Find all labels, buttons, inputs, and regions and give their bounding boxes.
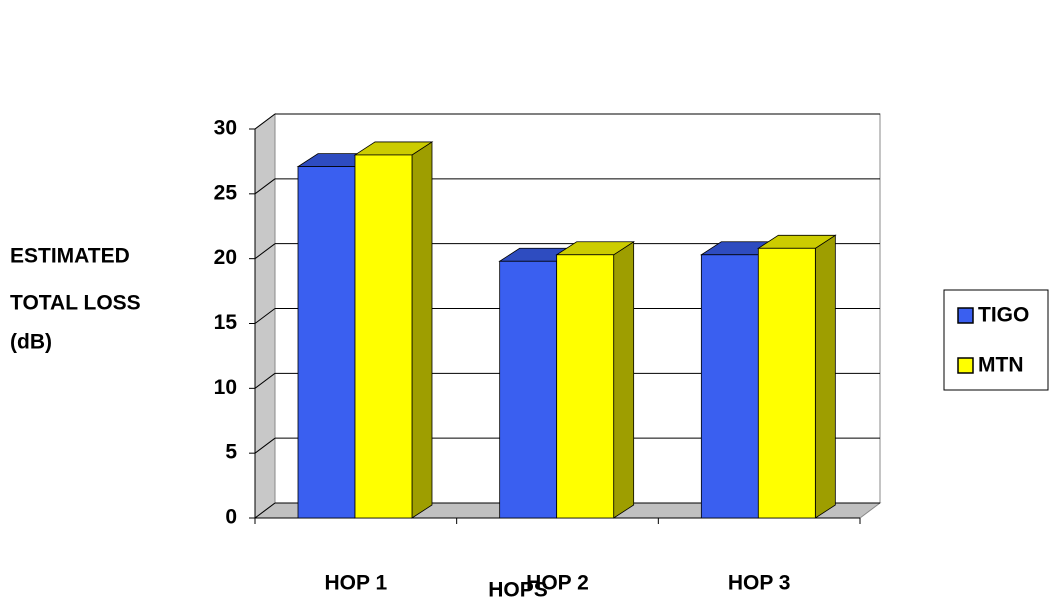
grid-line <box>254 243 276 260</box>
bar <box>354 154 413 519</box>
y-tick-label: 15 <box>214 311 238 334</box>
legend-swatch <box>957 357 974 374</box>
grid-line <box>254 372 276 389</box>
y-tick-label: 0 <box>225 506 237 529</box>
x-tick-label: HOP 3 <box>728 572 791 595</box>
y-tick-label: 10 <box>214 376 237 399</box>
grid-line <box>254 308 276 324</box>
legend-swatch <box>957 307 974 324</box>
x-tick-label: HOP 1 <box>325 572 388 595</box>
bar-side <box>814 234 836 519</box>
bar <box>499 260 558 519</box>
y-axis-title: ESTIMATED <box>10 245 130 268</box>
bar <box>297 166 356 519</box>
y-axis-title: (dB) <box>10 331 52 354</box>
legend-label: MTN <box>978 354 1024 377</box>
bar-side <box>411 141 433 519</box>
y-tick-label: 30 <box>214 117 237 140</box>
bar <box>556 254 615 519</box>
y-tick-label: 5 <box>225 441 237 464</box>
grid-line <box>254 178 276 195</box>
grid-line <box>254 437 276 454</box>
x-tick-label: HOP 2 <box>526 572 589 595</box>
bar <box>757 247 816 519</box>
y-axis-title: TOTAL LOSS <box>10 292 141 315</box>
legend-label: TIGO <box>978 304 1029 327</box>
bar-side <box>613 241 635 519</box>
x-axis-title: HOPS <box>488 579 548 602</box>
grid-line <box>254 502 276 519</box>
bar <box>700 254 759 519</box>
y-tick-label: 25 <box>214 181 238 204</box>
grid-line <box>254 113 276 130</box>
y-tick-label: 20 <box>214 246 237 269</box>
